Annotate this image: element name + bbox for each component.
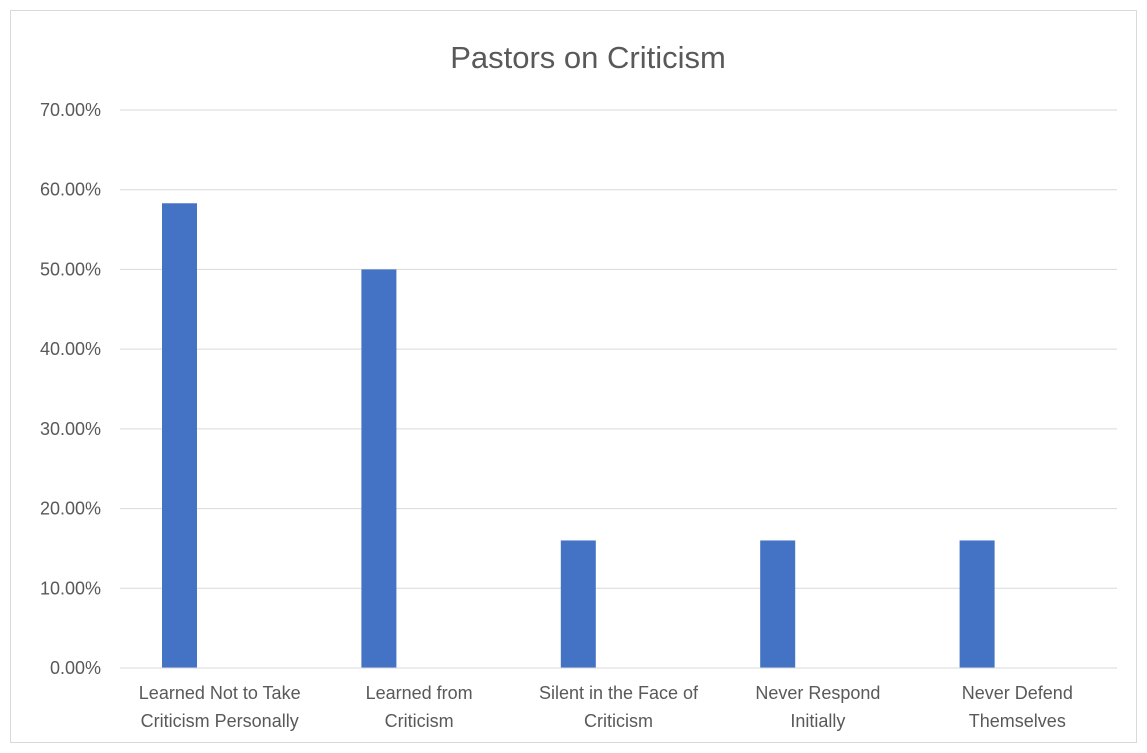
bar bbox=[560, 540, 596, 668]
x-category-label: Never Defend Themselves bbox=[962, 683, 1073, 731]
y-tick-label: 40.00% bbox=[40, 339, 101, 359]
bars bbox=[162, 203, 995, 668]
y-tick-label: 50.00% bbox=[40, 259, 101, 279]
x-category-label: Learned from Criticism bbox=[366, 683, 473, 731]
y-axis-ticks: 0.00% 10.00% 20.00% 30.00% 40.00% 50.00% 60.00… bbox=[40, 100, 101, 678]
y-tick-label: 10.00% bbox=[40, 578, 101, 598]
bar bbox=[361, 269, 397, 668]
x-category-label: Never Respond Initially bbox=[755, 683, 880, 731]
x-category-label-line: Criticism Personally bbox=[141, 711, 299, 731]
y-tick-label: 0.00% bbox=[50, 658, 101, 678]
chart-title: Pastors on Criticism bbox=[450, 40, 726, 75]
x-axis-labels: Learned Not to Take Criticism PersonallyL… bbox=[139, 683, 1073, 731]
y-tick-label: 20.00% bbox=[40, 499, 101, 519]
x-category-label-line: Silent in the Face of bbox=[539, 683, 699, 703]
bar bbox=[959, 540, 995, 668]
x-category-label: Learned Not to Take Criticism Personally bbox=[139, 683, 301, 731]
x-category-label-line: Never Respond bbox=[755, 683, 880, 703]
bar bbox=[760, 540, 796, 668]
bar bbox=[162, 203, 197, 668]
x-category-label-line: Themselves bbox=[969, 711, 1066, 731]
x-category-label: Silent in the Face of Criticism bbox=[539, 683, 699, 731]
x-category-label-line: Criticism bbox=[385, 711, 454, 731]
x-category-label-line: Never Defend bbox=[962, 683, 1073, 703]
y-tick-label: 70.00% bbox=[40, 100, 101, 120]
x-category-label-line: Initially bbox=[790, 711, 845, 731]
x-category-label-line: Learned from bbox=[366, 683, 473, 703]
gridlines bbox=[120, 109, 1117, 589]
y-tick-label: 30.00% bbox=[40, 419, 101, 439]
y-tick-label: 60.00% bbox=[40, 180, 101, 200]
x-category-label-line: Learned Not to Take bbox=[139, 683, 301, 703]
x-category-label-line: Criticism bbox=[584, 711, 653, 731]
